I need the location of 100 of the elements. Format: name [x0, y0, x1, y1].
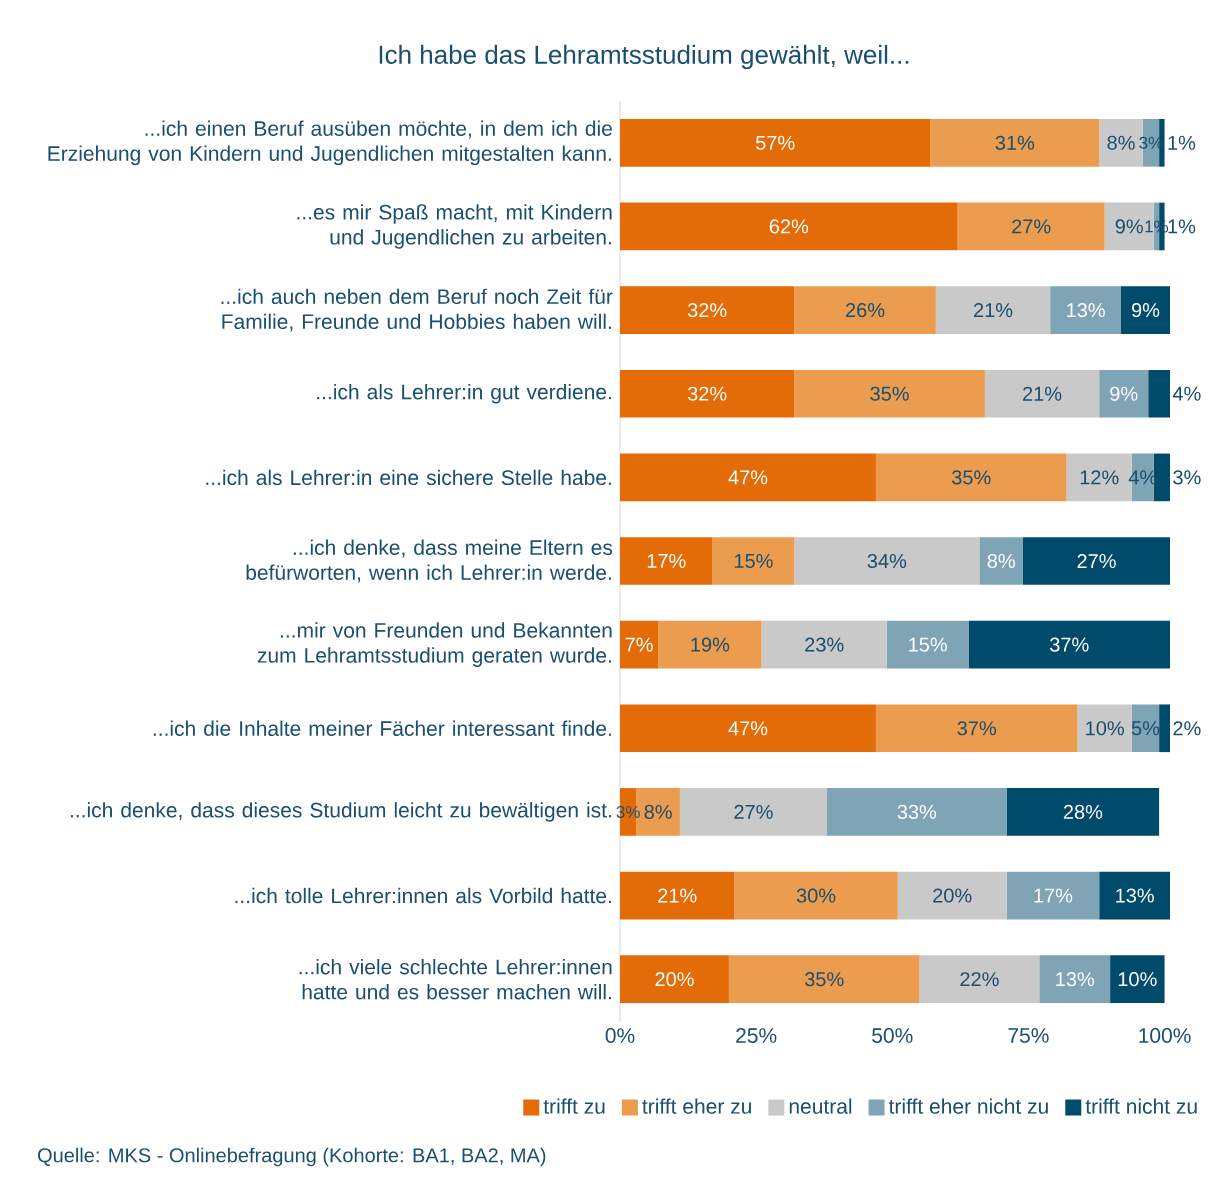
data-label: 15% [734, 553, 773, 569]
bar [1077, 704, 1132, 753]
bar [620, 118, 931, 167]
y-tick-label: ...ich auch neben dem Beruf noch Zeit für Familie, Freunde und Hobbies haben will. [221, 288, 613, 332]
y-tick-label: ...ich denke, dass dieses Studium leicht zu bewältigen ist. [70, 802, 611, 822]
bar [620, 286, 795, 334]
data-label: 13% [1056, 972, 1095, 987]
x-tick-label: 75% [1008, 1028, 1049, 1043]
data-label: 33% [897, 804, 937, 819]
data-label: 35% [804, 972, 844, 987]
bar [734, 871, 898, 920]
bar [658, 620, 762, 669]
data-label: 21% [1023, 386, 1062, 401]
bar [679, 788, 827, 836]
data-label: 20% [933, 888, 972, 903]
data-label: 22% [960, 972, 999, 987]
data-label: 9% [1132, 303, 1160, 318]
bar [897, 871, 1007, 920]
bar [620, 704, 876, 753]
y-tick-label: ...ich tolle Lehrer:innen als Vorbild hatte. [235, 887, 611, 904]
data-label: 19% [691, 637, 730, 652]
data-label: 4% [1172, 386, 1201, 401]
data-label: 8% [1107, 135, 1135, 150]
legend-label: trifft eher nicht zu [888, 1098, 1048, 1114]
bar [620, 620, 659, 669]
data-label: 62% [769, 219, 809, 234]
y-tick-label: ...mir von Freunden und Bekannten zum Lehramtsstudium geraten wurde. [257, 622, 612, 667]
bar [1148, 369, 1170, 418]
data-label: 32% [687, 386, 727, 401]
data-label: 26% [846, 303, 885, 318]
data-label: 47% [728, 470, 768, 485]
bar [957, 202, 1105, 251]
data-label: 30% [796, 888, 836, 903]
y-tick-label: ...ich denke, dass meine Eltern es befürworten, wenn ich Lehrer:in werde. [246, 539, 613, 583]
data-label: 2% [1173, 721, 1201, 736]
data-label: 10% [1086, 721, 1124, 736]
source-note: Quelle: MKS - Onlinebefragung (Kohorte: BA1, BA2, MA) [38, 1147, 546, 1167]
y-tick-label: ...es mir Spaß macht, mit Kindern und Jugendlichen zu arbeiten. [297, 204, 612, 249]
data-label: 32% [687, 303, 727, 318]
data-label: 21% [658, 888, 697, 903]
data-label: 28% [1063, 804, 1103, 819]
bar [930, 118, 1100, 167]
data-label: 9% [1110, 386, 1138, 401]
data-label: 3% [1173, 470, 1201, 485]
x-tick-label: 50% [872, 1028, 913, 1043]
bar [620, 369, 795, 418]
bar [875, 704, 1078, 753]
chart-title: Ich habe das Lehramtsstudium gewählt, weil... [379, 44, 909, 70]
x-tick-label: 25% [736, 1028, 777, 1043]
bar [1006, 788, 1160, 836]
bar [761, 620, 887, 669]
bar [979, 537, 1023, 585]
legend-label: neutral [789, 1098, 852, 1114]
bar [919, 955, 1040, 1004]
bar [886, 620, 969, 669]
bar [984, 369, 1100, 418]
bar [968, 620, 1170, 669]
data-label: 9% [1115, 219, 1143, 234]
y-tick-label: ...ich viele schlechte Lehrer:innen hatte und es besser machen will. [299, 958, 612, 1000]
data-label: 13% [1067, 303, 1105, 318]
bar [875, 453, 1067, 502]
data-label: 27% [734, 804, 773, 819]
bar [1121, 286, 1170, 334]
data-label: 47% [728, 721, 768, 736]
data-label: 12% [1080, 470, 1119, 485]
data-label: 27% [1077, 553, 1116, 569]
data-label: 37% [957, 721, 997, 736]
legend-label: trifft nicht zu [1085, 1098, 1197, 1114]
y-tick-label: ...ich als Lehrer:in gut verdiene. [317, 383, 611, 404]
data-label: 17% [1034, 888, 1073, 903]
bar [1006, 871, 1100, 920]
bar [794, 537, 980, 585]
bar [1159, 704, 1170, 753]
data-label: 15% [909, 637, 947, 652]
bar [620, 871, 735, 920]
bar [1110, 955, 1165, 1004]
bar [794, 286, 936, 334]
bar [620, 537, 713, 585]
bar [1099, 871, 1170, 920]
legend-label: trifft zu [543, 1098, 605, 1114]
data-label: 7% [625, 637, 653, 652]
bar [935, 286, 1051, 334]
data-label: 37% [1050, 637, 1089, 652]
data-label: 23% [805, 637, 844, 652]
bar [826, 788, 1007, 836]
data-label: 8% [987, 553, 1015, 569]
data-label: 27% [1012, 219, 1051, 234]
data-label: 57% [756, 135, 795, 150]
data-label: 1% [1168, 135, 1196, 150]
bar [712, 537, 795, 585]
bar [620, 453, 876, 502]
data-label: 34% [867, 553, 907, 569]
data-label: 20% [655, 972, 694, 987]
y-tick-label: ...ich einen Beruf ausüben möchte, in dem ich die Erziehung von Kindern und Jugendlichen mitgestalten kann. [48, 120, 612, 166]
data-label: 8% [644, 804, 672, 819]
x-tick-label: 0% [605, 1028, 635, 1043]
bar [728, 955, 920, 1004]
y-tick-label: ...ich als Lehrer:in eine sichere Stelle habe. [206, 469, 611, 486]
legend-label: trifft eher zu [642, 1098, 751, 1114]
y-tick-label: ...ich die Inhalte meiner Fächer interessant finde. [153, 720, 611, 737]
